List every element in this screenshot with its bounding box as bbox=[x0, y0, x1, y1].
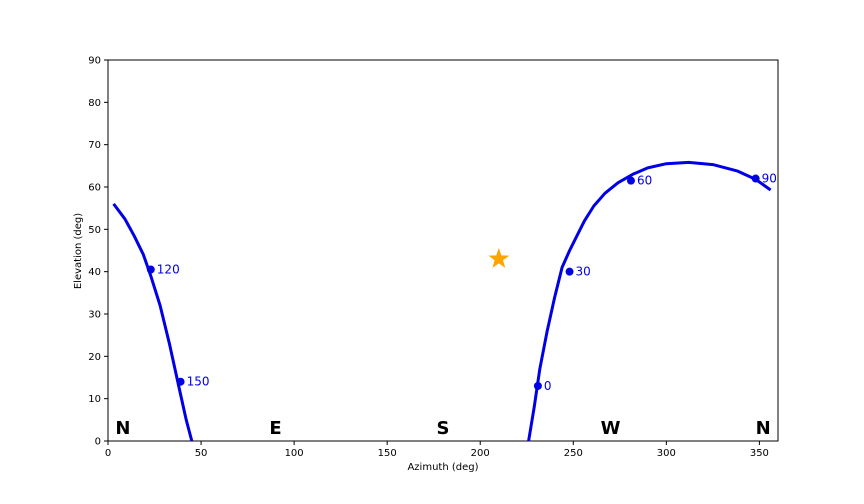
direction-label: W bbox=[601, 418, 621, 439]
time-point-label: 90 bbox=[762, 172, 777, 186]
x-tick-label: 150 bbox=[378, 448, 397, 459]
time-point-label: 0 bbox=[544, 379, 552, 393]
time-point bbox=[176, 377, 185, 386]
direction-label: E bbox=[269, 418, 281, 439]
time-markers: 0 30 60 90 120 150 bbox=[146, 172, 777, 393]
x-tick-label: 0 bbox=[105, 448, 111, 459]
plot-frame bbox=[107, 59, 779, 442]
time-point-label: 30 bbox=[576, 265, 591, 279]
elevation-curve bbox=[527, 160, 772, 442]
time-point bbox=[146, 265, 155, 274]
time-point-label: 120 bbox=[157, 263, 180, 277]
x-tick-label: 100 bbox=[285, 448, 304, 459]
x-tick-label: 250 bbox=[564, 448, 583, 459]
elevation-curves bbox=[112, 160, 772, 442]
y-tick-label: 90 bbox=[88, 56, 101, 67]
elevation-curve bbox=[112, 202, 194, 442]
y-tick-label: 40 bbox=[88, 267, 101, 278]
y-axis-label: Elevation (deg) bbox=[73, 213, 84, 289]
star-marker bbox=[488, 248, 510, 268]
time-point-label: 150 bbox=[187, 375, 210, 389]
y-tick-label: 80 bbox=[88, 98, 101, 109]
y-tick-label: 10 bbox=[88, 394, 101, 405]
time-point bbox=[751, 174, 760, 183]
y-tick-label: 0 bbox=[95, 437, 101, 448]
x-tick-label: 350 bbox=[750, 448, 769, 459]
x-axis-ticks: 0 50 100 150 200 250 300 350 bbox=[105, 441, 769, 459]
time-point bbox=[626, 176, 635, 185]
y-axis-ticks: 0 10 20 30 40 50 60 70 80 90 bbox=[88, 56, 108, 448]
y-tick-label: 30 bbox=[88, 310, 101, 321]
y-tick-label: 20 bbox=[88, 352, 101, 363]
x-tick-label: 300 bbox=[657, 448, 676, 459]
time-point bbox=[533, 381, 542, 390]
time-point-label: 60 bbox=[637, 174, 652, 188]
direction-label: N bbox=[115, 418, 130, 439]
y-tick-label: 50 bbox=[88, 225, 101, 236]
x-tick-label: 50 bbox=[195, 448, 208, 459]
x-tick-label: 200 bbox=[471, 448, 490, 459]
y-tick-label: 70 bbox=[88, 140, 101, 151]
star-marker-group bbox=[488, 248, 510, 268]
x-axis-label: Azimuth (deg) bbox=[407, 462, 478, 473]
direction-label: S bbox=[437, 418, 450, 439]
y-tick-label: 60 bbox=[88, 183, 101, 194]
direction-label: N bbox=[756, 418, 771, 439]
time-point bbox=[565, 267, 574, 276]
